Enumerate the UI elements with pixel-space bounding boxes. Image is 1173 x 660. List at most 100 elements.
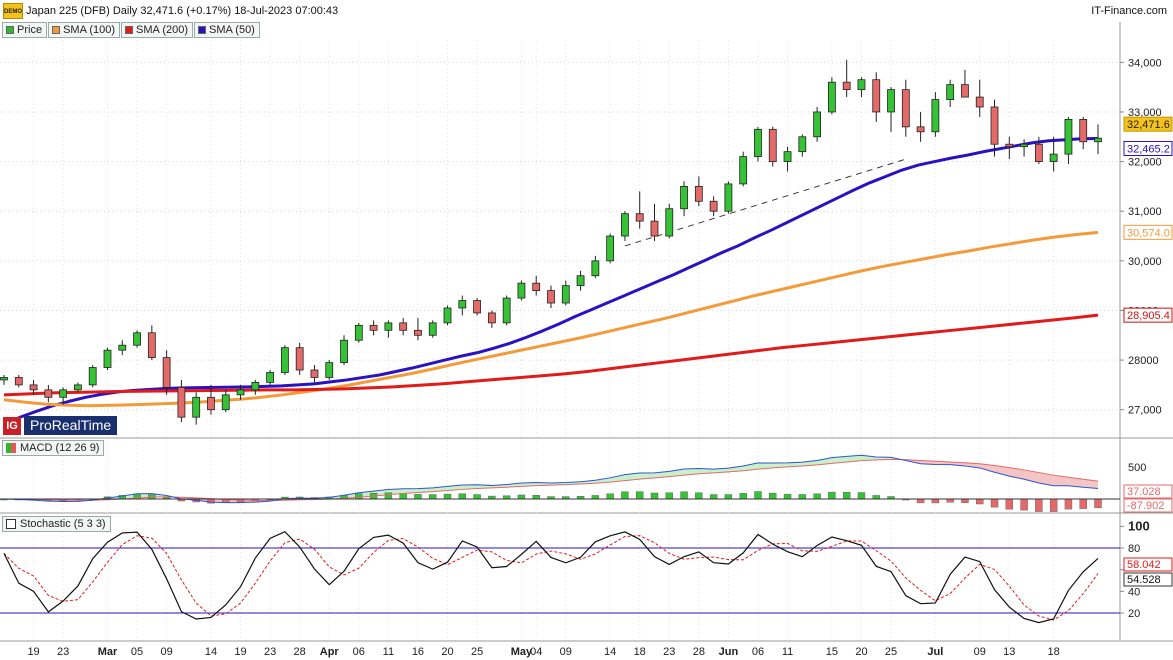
sma100-swatch-icon: [52, 26, 61, 34]
last-price-label: 32,471.6: [1127, 119, 1170, 131]
candle-body: [103, 349, 112, 368]
candle-body: [591, 260, 600, 277]
macd-histogram-bar: [384, 492, 393, 500]
demo-badge-icon: DEMO: [3, 3, 23, 19]
candle-body: [340, 339, 348, 363]
candle-body: [310, 369, 319, 378]
x-tick-label: 06: [752, 646, 764, 658]
candle-body: [118, 344, 127, 351]
prorealtime-watermark: IG ProRealTime: [3, 416, 118, 435]
x-tick-label: Mar: [98, 646, 118, 658]
macd-last-tag: [1123, 484, 1173, 499]
x-tick-label: Jul: [927, 646, 943, 658]
macd-label: MACD (12 26 9): [20, 442, 100, 454]
x-tick-label: 09: [160, 646, 172, 658]
candle-body: [1020, 143, 1028, 148]
x-tick-label: 18: [1048, 646, 1060, 658]
x-tick-label: 23: [57, 646, 69, 658]
x-tick-label: 25: [471, 646, 483, 658]
candle-body: [221, 394, 230, 411]
legend-item-price[interactable]: Price: [2, 22, 48, 38]
macd-histogram-bar: [1064, 498, 1073, 510]
macd-histogram-bar: [916, 498, 925, 504]
stochastic-tick-label: 40: [1128, 586, 1140, 598]
x-tick-label: 23: [264, 646, 276, 658]
x-tick-label: 14: [604, 646, 616, 658]
legend-item-sma50[interactable]: SMA (50): [194, 22, 260, 38]
macd-histogram-bar: [961, 498, 969, 504]
candle-body: [59, 389, 68, 398]
sma200-swatch-icon: [125, 26, 134, 34]
candle-body: [1094, 137, 1102, 143]
macd-histogram-bar: [783, 493, 792, 500]
macd-histogram-bar: [931, 498, 940, 504]
stochastic-k-last-tag: [1123, 572, 1173, 587]
stochastic-d-line: [3, 535, 1099, 621]
candle-body: [532, 282, 541, 292]
candle-body: [1049, 153, 1058, 162]
candle-body: [576, 275, 585, 287]
macd-hist-last-label: -87.902: [1127, 500, 1164, 512]
candle-body: [798, 136, 807, 153]
candle-body: [665, 208, 674, 237]
stochastic-tick-label: 80: [1128, 543, 1140, 555]
x-tick-label: 28: [693, 646, 705, 658]
candle-body: [251, 382, 260, 391]
macd-histogram-bar: [443, 493, 452, 500]
macd-fill: [743, 462, 758, 471]
macd-panel-label[interactable]: MACD (12 26 9): [2, 440, 105, 456]
macd-histogram-icon: [6, 443, 16, 453]
candle-body: [428, 322, 437, 336]
stochastic-d-last-label: 58.042: [1127, 559, 1161, 571]
sma-line: [3, 136, 1099, 426]
price-tick-label: 31,000: [1128, 206, 1162, 218]
macd-histogram-bar: [1005, 498, 1013, 510]
stochastic-panel-label[interactable]: Stochastic (5 3 3): [2, 516, 111, 532]
candle-body: [369, 324, 378, 331]
candle-body: [724, 183, 733, 212]
price-tick-label: 33,000: [1128, 107, 1162, 119]
macd-histogram-bar: [517, 494, 526, 500]
macd-histogram-bar: [813, 493, 821, 500]
price-tick-label: 30,000: [1128, 256, 1162, 268]
macd-histogram-bar: [857, 492, 866, 500]
ig-logo-icon: IG: [3, 416, 21, 435]
macd-fill: [728, 465, 744, 472]
macd-histogram-bar: [665, 492, 673, 500]
macd-histogram-bar: [754, 491, 762, 500]
macd-fill: [1083, 479, 1098, 489]
x-tick-label: 23: [663, 646, 675, 658]
macd-histogram-bar: [1079, 498, 1087, 509]
sma-line: [3, 313, 1099, 397]
candle-body: [0, 377, 8, 381]
candle-body: [280, 347, 289, 373]
candle-body: [29, 384, 38, 391]
macd-fill: [817, 457, 832, 465]
x-tick-label: 20: [441, 646, 453, 658]
macd-histogram-bar: [1020, 498, 1028, 511]
candle-body: [694, 185, 703, 202]
price-tick-label: 34,000: [1128, 57, 1162, 69]
macd-histogram-bar: [1049, 498, 1058, 512]
sma-last-label-tag: [1123, 307, 1173, 323]
macd-histogram-bar: [414, 494, 422, 500]
legend-item-sma200[interactable]: SMA (200): [121, 22, 193, 38]
sma-line: [3, 230, 1099, 408]
macd-fill: [610, 474, 625, 483]
sma-last-label: 32,465.2: [1127, 143, 1170, 155]
macd-histogram-bar: [532, 495, 540, 500]
instrument-title: Japan 225 (DFB) Daily 32,471.6 (+0.17%) …: [26, 5, 339, 17]
macd-fill: [757, 462, 773, 470]
candle-body: [162, 357, 171, 388]
macd-histogram-bar: [724, 494, 733, 500]
legend-item-sma100[interactable]: SMA (100): [48, 22, 121, 38]
candle-body: [916, 126, 925, 133]
candle-body: [473, 300, 481, 314]
macd-histogram-bar: [769, 492, 777, 500]
candle-body: [842, 81, 851, 91]
candle-body: [768, 128, 777, 162]
candle-body: [621, 213, 629, 237]
sma-last-label-tag: [1123, 140, 1173, 156]
candle-body: [709, 200, 718, 212]
